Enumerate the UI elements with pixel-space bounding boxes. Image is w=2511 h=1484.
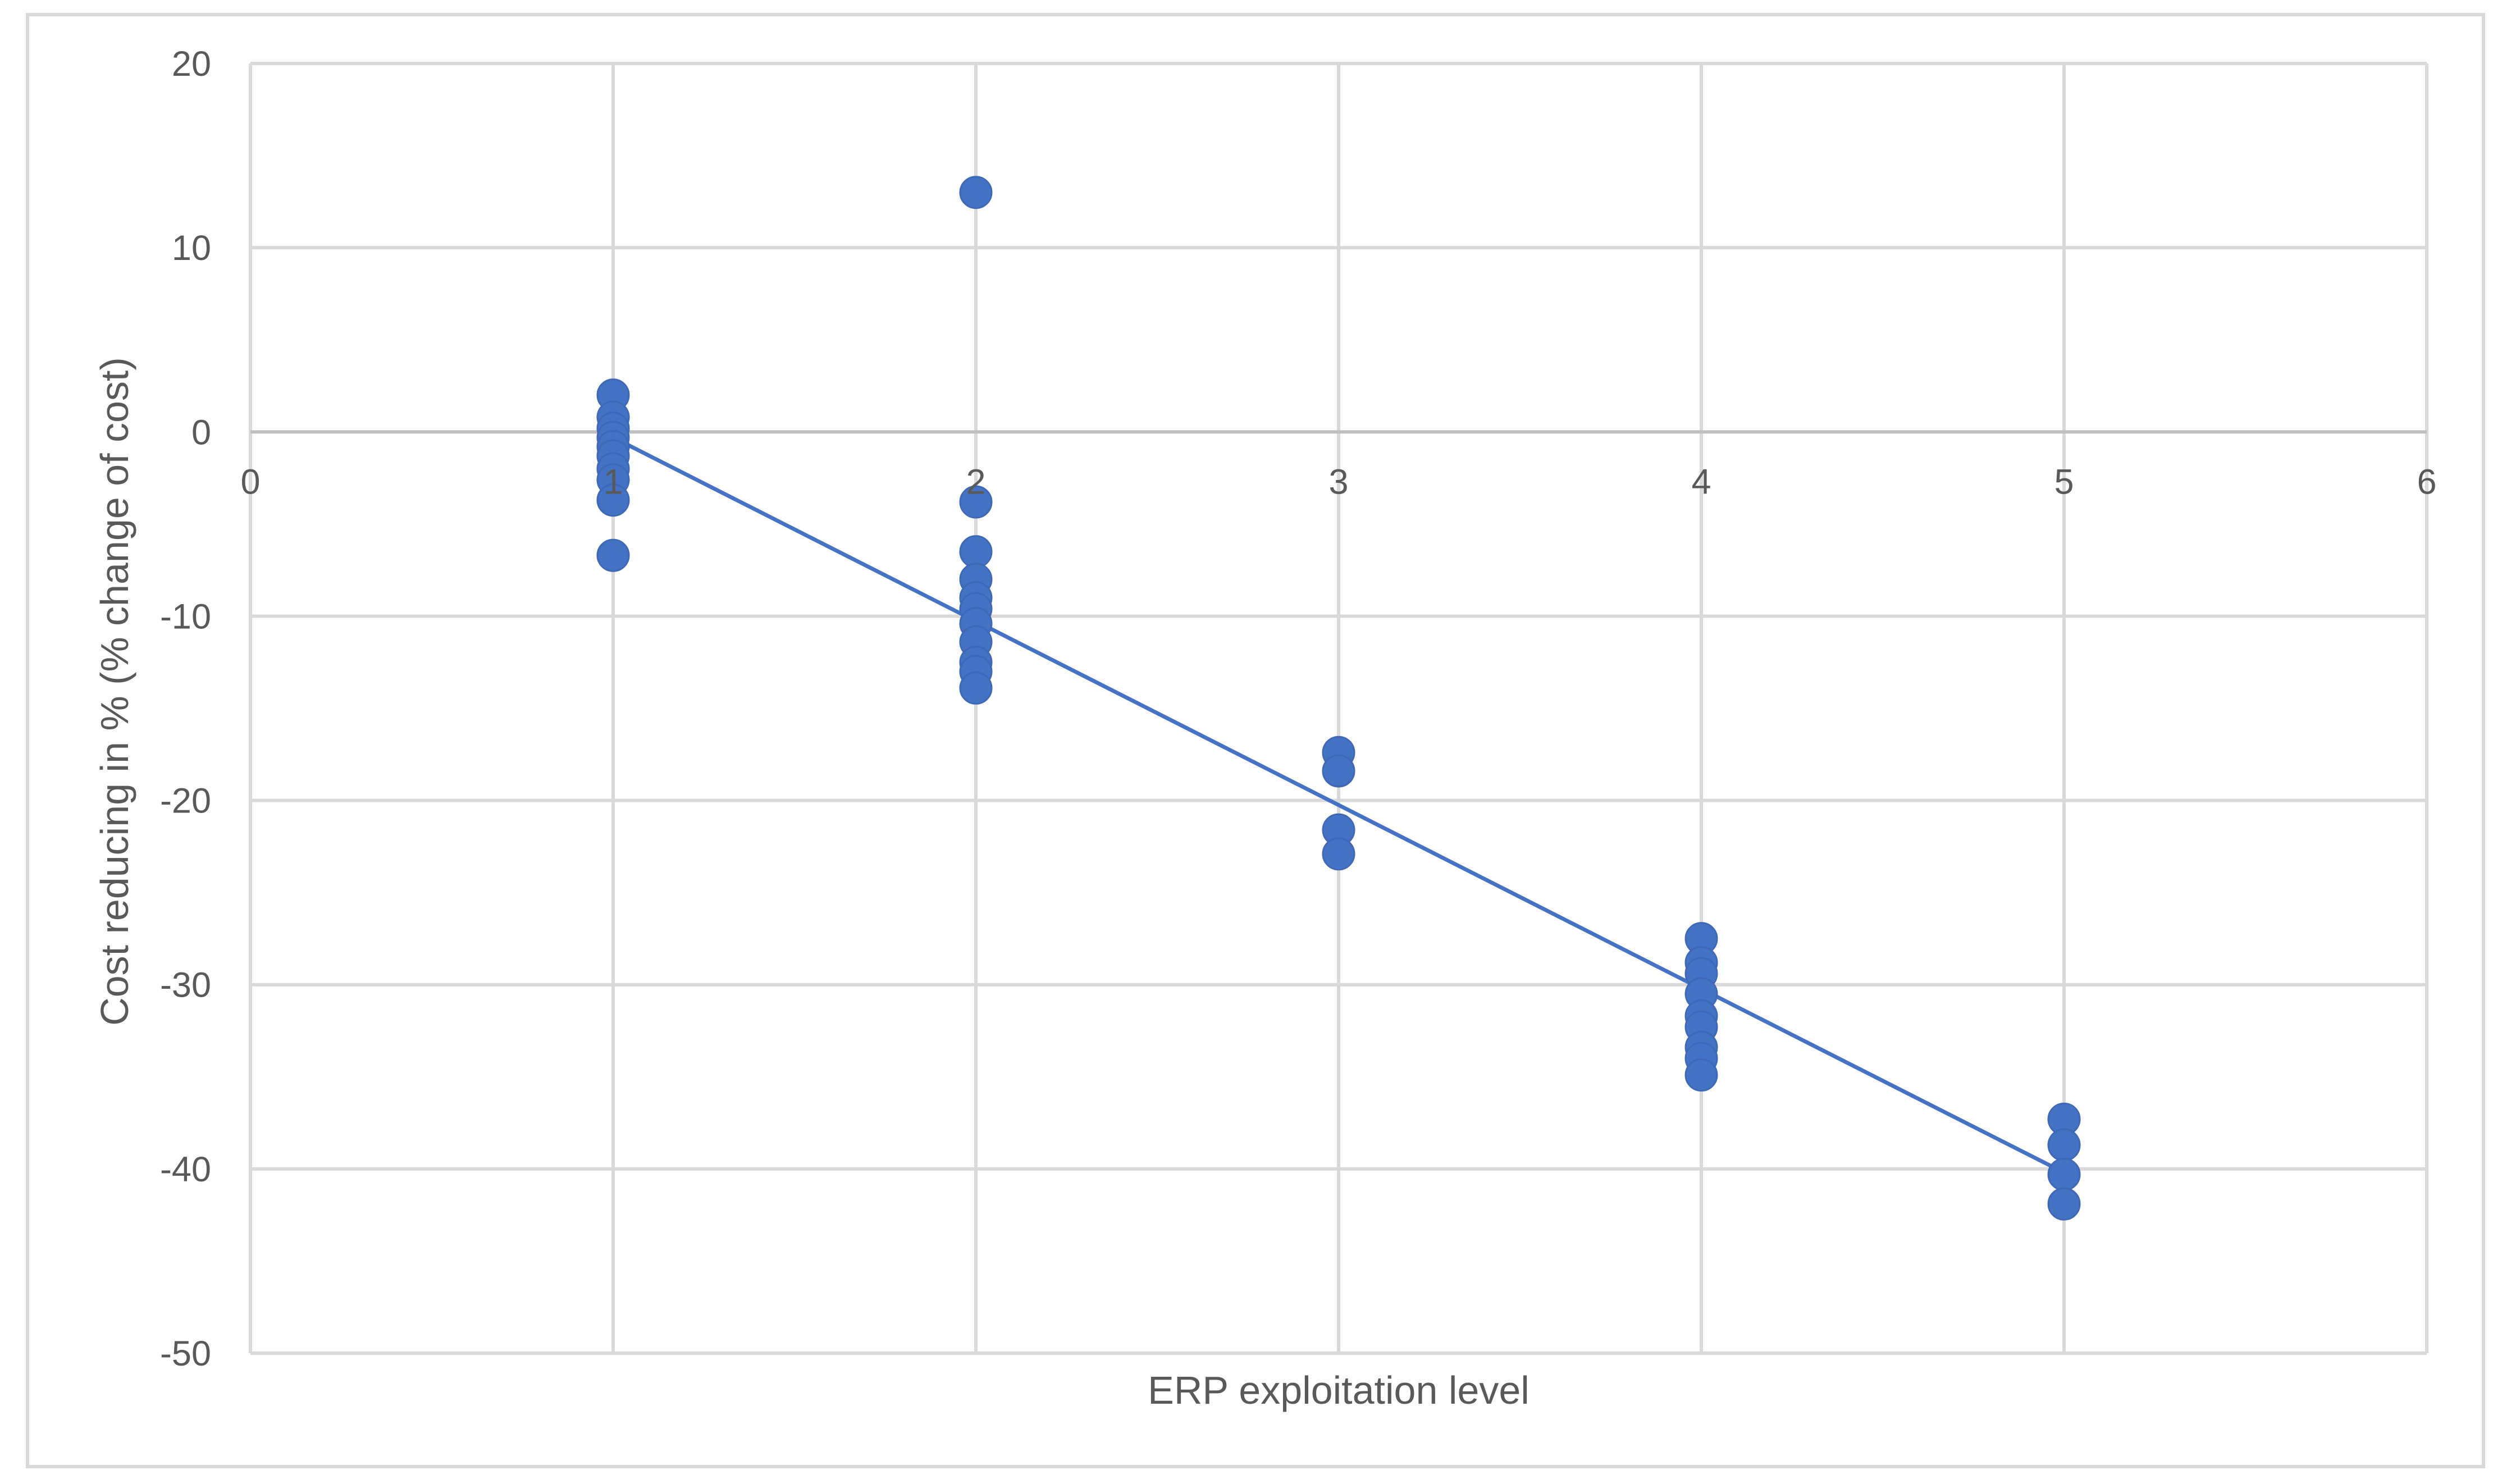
- x-tick-label: 1: [603, 462, 623, 501]
- data-point: [959, 176, 993, 209]
- data-point: [1684, 1058, 1718, 1092]
- data-point: [596, 538, 630, 572]
- data-point: [1322, 754, 1355, 788]
- linear-trendline: [612, 436, 2065, 1175]
- chart-frame: [26, 13, 2485, 1468]
- x-tick-label: 4: [1691, 462, 1711, 501]
- data-point: [1322, 837, 1355, 871]
- y-tick-label: -20: [160, 782, 211, 821]
- data-point: [2047, 1158, 2081, 1191]
- data-point: [959, 535, 993, 569]
- tick-labels: 20 10 0 -10 -20 -30 -40 -50 0 1 2 3 4 5 6: [160, 44, 2437, 1373]
- y-tick-label: 10: [172, 229, 211, 268]
- trendline-layer: [612, 436, 2065, 1175]
- x-axis-title: ERP exploitation level: [1148, 1368, 1530, 1412]
- data-point: [2047, 1187, 2081, 1221]
- x-tick-label: 6: [2417, 462, 2436, 501]
- data-point: [2047, 1128, 2081, 1162]
- data-point: [959, 485, 993, 519]
- data-point: [596, 483, 630, 517]
- data-point: [959, 671, 993, 705]
- y-tick-label: 20: [172, 44, 211, 84]
- y-axis-title: Cost reducing in % (% change of cost): [93, 357, 136, 1026]
- gridlines: [249, 62, 2428, 1355]
- x-tick-label: 0: [240, 462, 260, 501]
- y-tick-label: -10: [160, 597, 211, 636]
- data-points: [596, 176, 2081, 1221]
- y-tick-label: 0: [191, 413, 211, 452]
- y-tick-label: -50: [160, 1334, 211, 1373]
- x-tick-label: 2: [966, 462, 985, 501]
- x-tick-label: 5: [2054, 462, 2074, 501]
- x-tick-label: 3: [1328, 462, 1348, 501]
- y-tick-label: -40: [160, 1150, 211, 1189]
- y-tick-label: -30: [160, 966, 211, 1005]
